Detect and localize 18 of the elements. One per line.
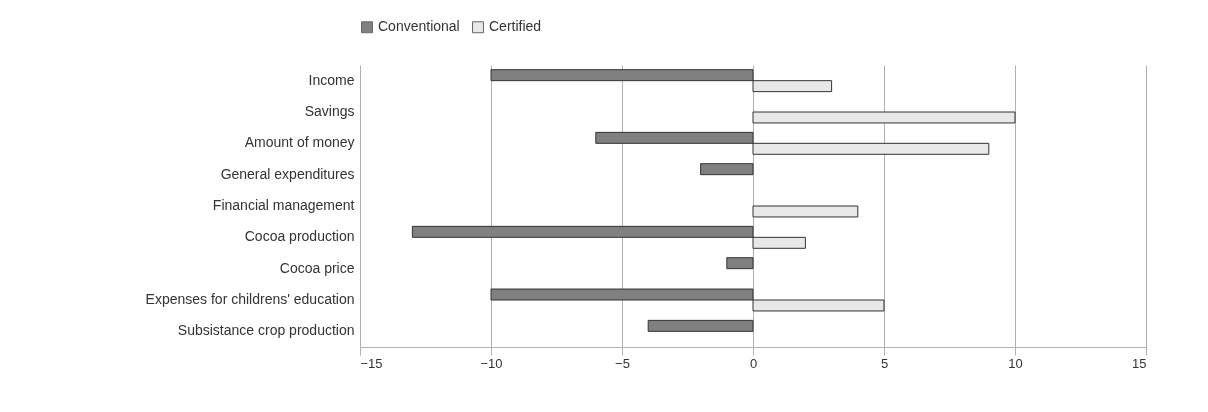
x-tick-label: −15 [360, 355, 383, 371]
y-tick-label: Savings [304, 103, 355, 119]
y-tick-label: Income [308, 71, 355, 88]
y-tick-label: General expenditures [220, 165, 355, 182]
x-tick-label: 15 [1132, 355, 1147, 371]
y-tick-label: Financial management [212, 197, 355, 213]
y-tick-label: Cocoa production [244, 228, 355, 245]
x-tick-label: 10 [1008, 355, 1023, 371]
legend-label: Certified [489, 18, 542, 35]
y-tick-label: Subsistance crop production [177, 322, 355, 339]
y-tick-label: Cocoa price [279, 259, 355, 276]
x-tick-label: −5 [615, 355, 630, 371]
y-tick-label: Amount of money [244, 134, 355, 151]
x-tick-label: 0 [749, 355, 758, 371]
x-tick-label: −10 [480, 355, 503, 371]
legend-label: Conventional [378, 18, 460, 35]
y-tick-label: Expenses for childrens' education [145, 291, 355, 307]
x-tick-label: 5 [880, 355, 889, 371]
